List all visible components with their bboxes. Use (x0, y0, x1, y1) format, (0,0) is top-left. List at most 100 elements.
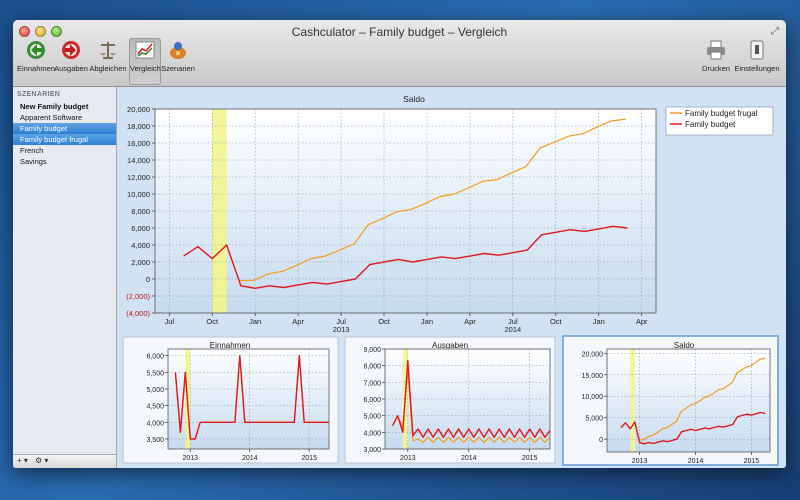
settings-button[interactable]: Einstellungen (734, 39, 780, 84)
y-tick-label: 3,500 (146, 437, 164, 444)
chart-title: Saldo (674, 341, 695, 350)
chart-title: Einnahmen (210, 341, 250, 350)
y-tick-label: 5,000 (585, 416, 603, 423)
toolbar-label: Vergleich (130, 64, 161, 73)
compare-icon (135, 41, 155, 59)
series-line-family-budget (174, 355, 329, 440)
toolbar-label: Einnahmen (17, 64, 55, 73)
chart-legend (665, 106, 774, 136)
toolbar-label: Abgleichen (89, 64, 127, 73)
print-label: Drucken (702, 64, 730, 73)
x-tick-label: 2014 (461, 455, 477, 462)
x-tick-label: Jan (249, 317, 261, 326)
series-line-family-budget-frugal (392, 368, 551, 443)
x-tick-label: Jul (336, 317, 346, 326)
x-tick-label: Oct (378, 317, 391, 326)
y-tick-label: 6,000 (363, 397, 381, 404)
x-year-label: 2013 (333, 325, 350, 334)
x-tick-label: Jan (421, 317, 433, 326)
plot-frame (154, 108, 657, 314)
compare-view: Saldo 20,000 18,000 16,000 14,000 12,000 10,00… (117, 87, 786, 468)
sidebar-item-apparent-software[interactable]: Apparent Software (20, 113, 83, 122)
y-tick-label: 5,000 (146, 387, 164, 394)
sidebar-item-family-budget-frugal[interactable]: Family budget frugal (13, 134, 116, 145)
legend-label: Family budget frugal (685, 109, 758, 118)
series-line-family-budget (620, 411, 766, 445)
legend-label: Family budget (685, 120, 736, 129)
y-tick-label: (4,000) (126, 309, 150, 318)
sidebar-item-savings[interactable]: Savings (20, 157, 47, 166)
toolbar-ausgaben-button[interactable]: Ausgaben (54, 39, 88, 84)
chart-title: Saldo (403, 94, 425, 104)
toolbar-szenarien-button[interactable]: Szenarien (161, 39, 195, 84)
series-line-family-budget (391, 360, 551, 438)
y-tick-label: 0 (146, 275, 150, 284)
balance-scale-icon (100, 42, 116, 59)
x-tick-label: 2013 (400, 455, 416, 462)
y-tick-label: 10,000 (127, 190, 150, 199)
y-tick-label: 14,000 (127, 156, 150, 165)
y-tick-label: 3,000 (363, 447, 381, 454)
fullscreen-icon[interactable]: ⤢ (771, 26, 779, 37)
sidebar-item-french[interactable]: French (20, 146, 44, 155)
toolbar-abgleichen-button[interactable]: Abgleichen (89, 39, 127, 84)
y-tick-label: 4,500 (146, 404, 164, 411)
x-tick-label: Jan (593, 317, 605, 326)
printer-icon (707, 40, 725, 60)
window-title: Cashculator – Family budget – Vergleich (291, 25, 508, 39)
y-tick-label: 0 (599, 437, 603, 444)
y-tick-label: 8,000 (363, 364, 381, 371)
close-button[interactable] (19, 26, 30, 37)
income-icon (27, 41, 45, 59)
y-tick-label: 15,000 (582, 373, 604, 380)
x-tick-label: Oct (550, 317, 563, 326)
x-tick-label: Jul (165, 317, 175, 326)
x-tick-label: Oct (206, 317, 219, 326)
y-tick-label: 20,000 (582, 351, 604, 358)
print-button[interactable]: Drucken (699, 39, 733, 84)
x-tick-label: 2014 (688, 458, 704, 465)
plot-area (168, 349, 329, 449)
x-tick-label: Apr (292, 317, 304, 326)
series-line-family-budget (183, 225, 628, 290)
x-tick-label: 2015 (744, 458, 760, 465)
sidebar-item-new-family-budget[interactable]: New Family budget (20, 102, 89, 111)
plot-area (155, 109, 656, 313)
sidebar-header: SZENARIEN (17, 91, 61, 98)
x-tick-label: 2013 (183, 455, 199, 462)
add-scenario-button[interactable]: + ▾ (17, 456, 28, 465)
gear-menu-button[interactable]: ⚙ ▾ (35, 456, 49, 465)
x-tick-label: 2014 (242, 455, 258, 462)
x-year-label: 2014 (505, 325, 522, 334)
toolbar-label: Szenarien (161, 64, 195, 73)
y-tick-label: 18,000 (127, 122, 150, 131)
toolbar-vergleich-button[interactable]: Vergleich (129, 38, 161, 85)
y-tick-label: 4,000 (146, 420, 164, 427)
y-tick-label: 20,000 (127, 105, 150, 114)
y-tick-label: 9,000 (363, 347, 381, 354)
y-tick-label: 6,000 (131, 224, 150, 233)
app-window: Cashculator – Family budget – Vergleich … (13, 20, 786, 468)
series-line-family-budget-frugal (639, 357, 766, 441)
minimize-button[interactable] (35, 26, 46, 37)
switch-icon (750, 40, 764, 60)
y-tick-label: 5,000 (363, 414, 381, 421)
y-tick-label: (2,000) (126, 292, 150, 301)
y-tick-label: 4,000 (363, 430, 381, 437)
toolbar-einnahmen-button[interactable]: Einnahmen (17, 39, 55, 84)
x-tick-label: 2015 (522, 455, 538, 462)
sidebar-footer: + ▾ ⚙ ▾ (13, 454, 116, 468)
sidebar-item-family-budget[interactable]: Family budget (13, 123, 116, 134)
zoom-button[interactable] (51, 26, 62, 37)
y-tick-label: 6,000 (146, 354, 164, 361)
y-tick-label: 4,000 (131, 241, 150, 250)
plot-frame (167, 348, 330, 450)
x-tick-label: Apr (636, 317, 648, 326)
x-tick-label: Apr (464, 317, 476, 326)
x-tick-label: 2015 (301, 455, 317, 462)
y-tick-label: 10,000 (582, 394, 604, 401)
y-tick-label: 5,500 (146, 370, 164, 377)
titlebar: Cashculator – Family budget – Vergleich … (13, 20, 786, 87)
y-tick-label: 7,000 (363, 380, 381, 387)
charts-canvas: Saldo 20,000 18,000 16,000 14,000 12,000 10,00… (122, 94, 779, 466)
